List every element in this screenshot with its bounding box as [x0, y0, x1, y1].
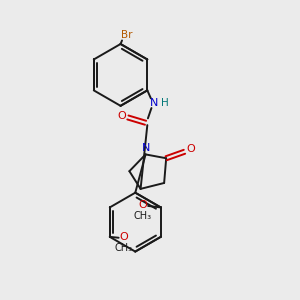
- Text: CH₃: CH₃: [134, 211, 152, 221]
- Text: O: O: [117, 111, 126, 121]
- Text: Br: Br: [121, 30, 133, 40]
- Text: N: N: [150, 98, 158, 108]
- Text: CH₃: CH₃: [115, 243, 133, 253]
- Text: O: O: [119, 232, 128, 242]
- Text: O: O: [187, 144, 195, 154]
- Text: H: H: [161, 98, 169, 108]
- Text: N: N: [142, 143, 150, 153]
- Text: O: O: [138, 200, 147, 210]
